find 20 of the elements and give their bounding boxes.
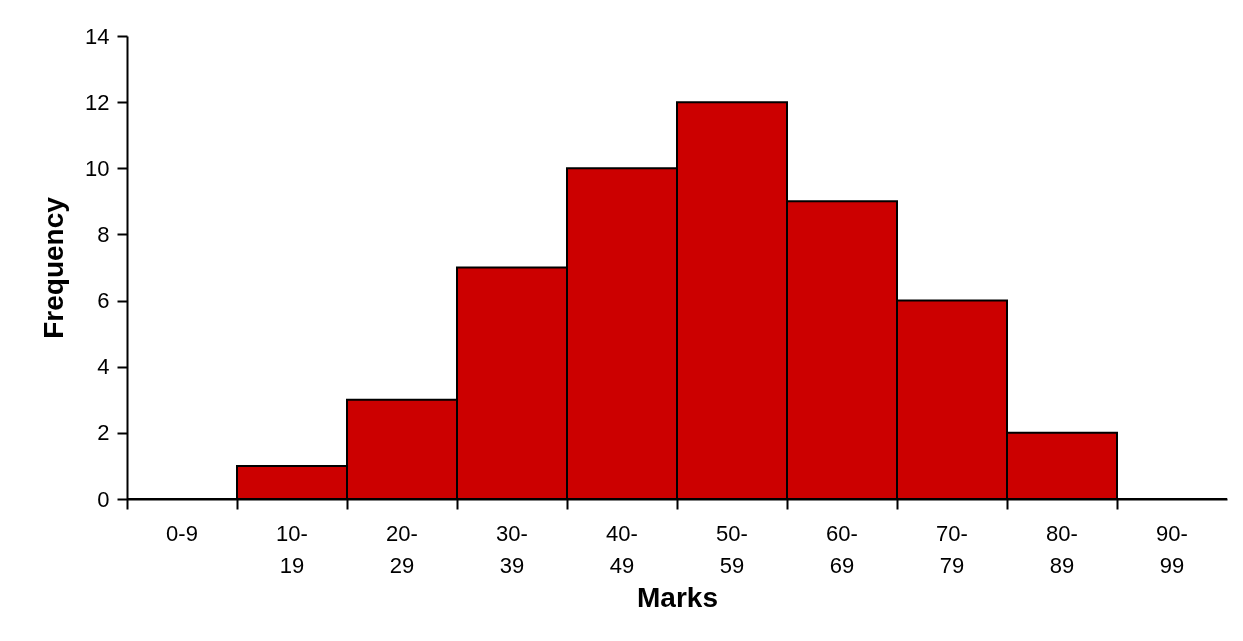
- x-tick-label: 70-79: [936, 520, 968, 578]
- x-tick-label: 60-69: [826, 520, 858, 578]
- x-tick-label: 40-49: [606, 520, 638, 578]
- x-tick-label: 10-19: [276, 520, 308, 578]
- y-tick-label: 6: [97, 288, 110, 314]
- y-tick-label: 2: [97, 420, 110, 446]
- x-axis-title: Marks: [637, 581, 718, 613]
- y-tick-label: 10: [85, 155, 110, 181]
- y-tick-label: 8: [97, 221, 110, 247]
- y-tick-label: 12: [85, 89, 110, 115]
- x-tick-label: 80-89: [1046, 520, 1078, 578]
- x-tick-label: 90-99: [1156, 520, 1188, 578]
- y-tick-label: 4: [97, 354, 110, 380]
- x-tick-label: 0-9: [166, 520, 198, 546]
- x-tick-label: 30-39: [496, 520, 528, 578]
- x-tick-label: 50-59: [716, 520, 748, 578]
- y-tick-label: 14: [85, 23, 110, 49]
- x-tick-label: 20-29: [386, 520, 418, 578]
- y-tick-label: 0: [97, 486, 110, 512]
- y-axis-title: Frequency: [38, 196, 70, 339]
